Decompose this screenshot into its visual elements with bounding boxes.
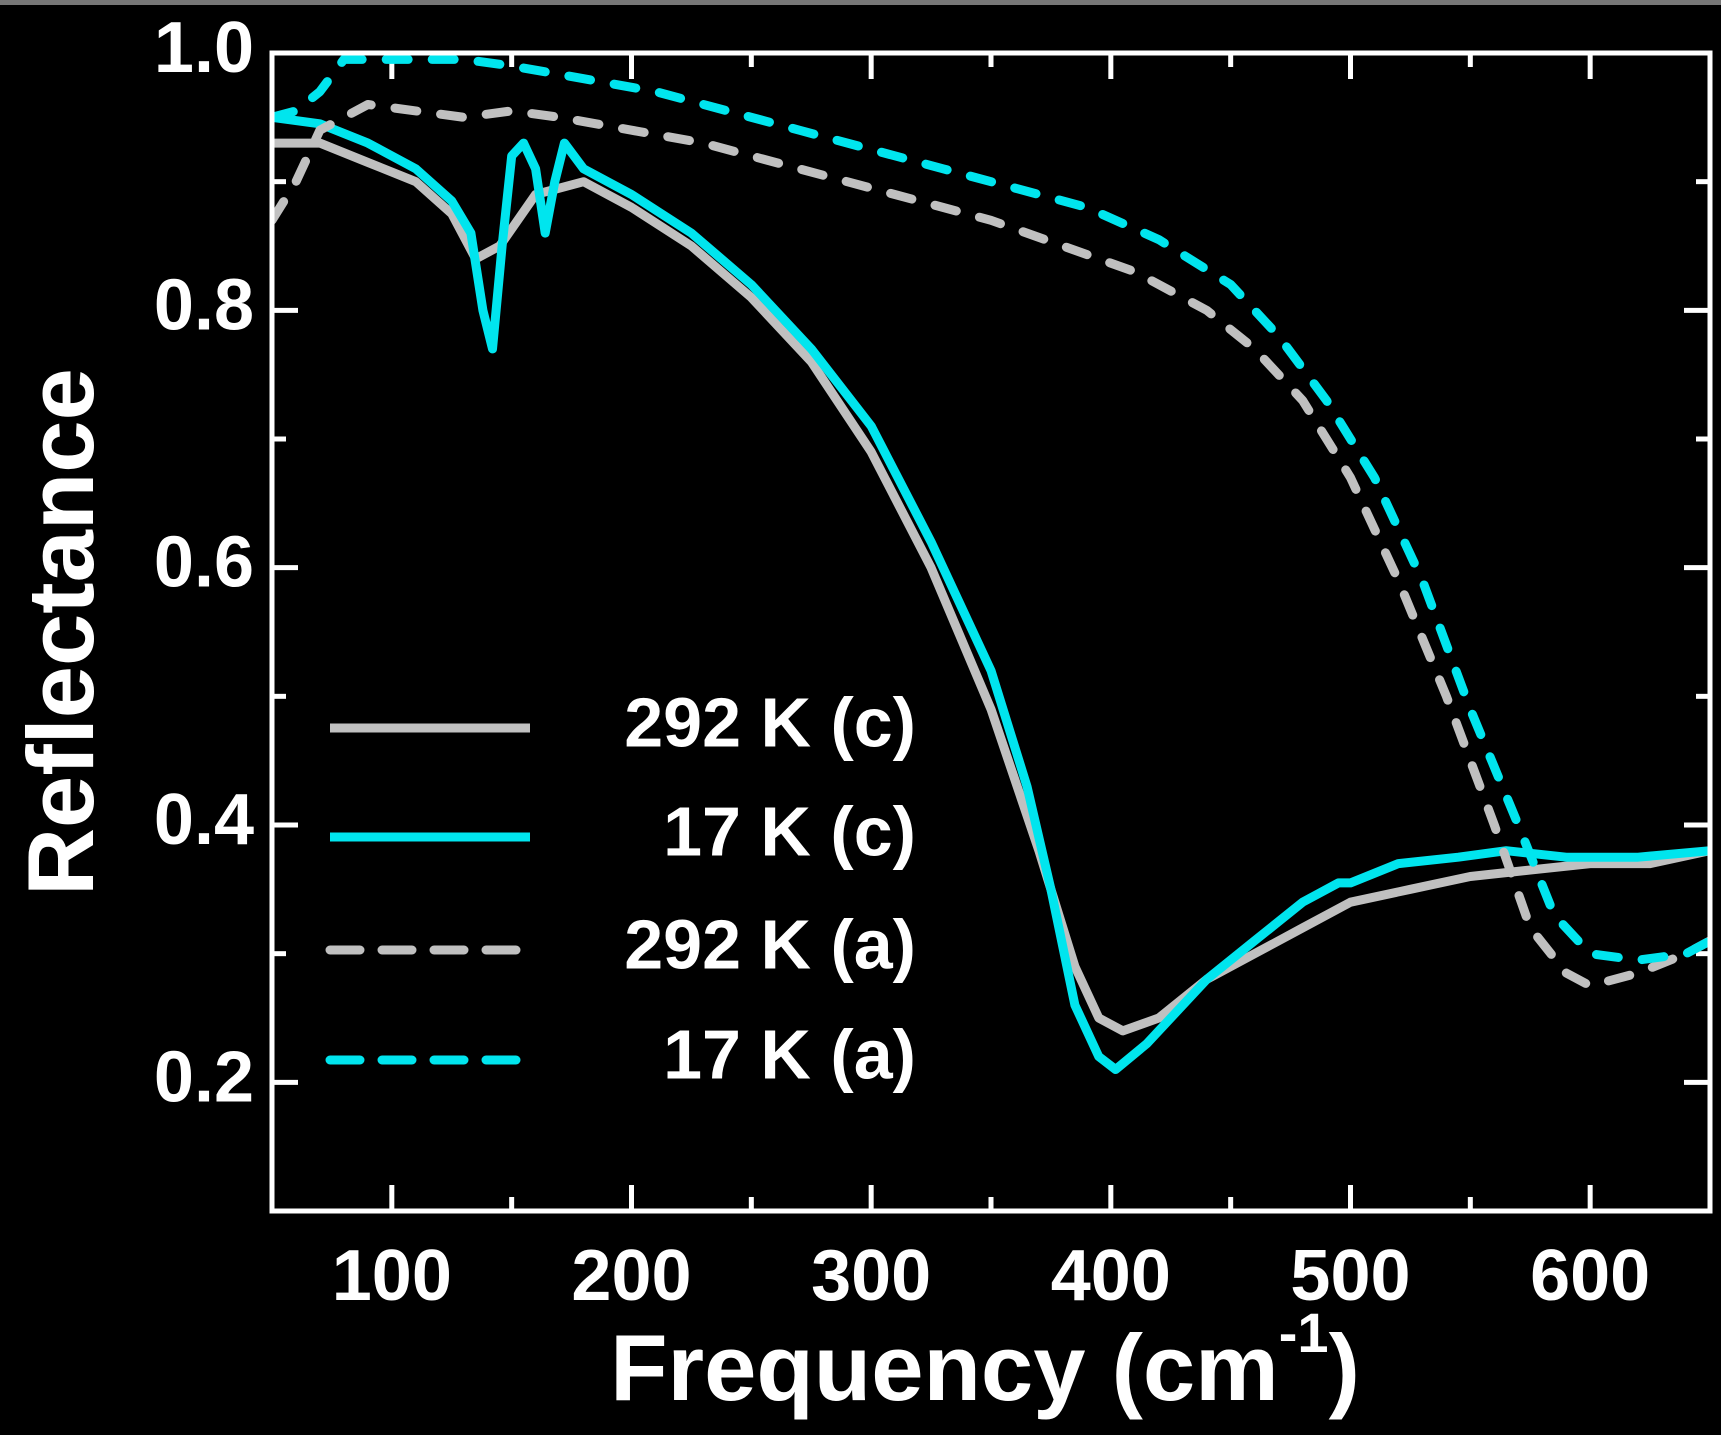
legend-label: 292 K (a) (624, 905, 916, 983)
x-axis-label-tail: ) (1329, 1315, 1360, 1420)
x-tick-label: 100 (332, 1236, 452, 1316)
legend-label: 292 K (c) (624, 683, 916, 761)
y-tick-label: 0.6 (154, 523, 254, 603)
series-line (272, 54, 1710, 965)
x-tick-label: 600 (1530, 1236, 1650, 1316)
y-tick-label: 1.0 (154, 8, 254, 88)
plot-frame (269, 50, 1713, 1214)
x-tick-label: 400 (1051, 1236, 1171, 1316)
series-line (272, 100, 1710, 991)
y-tick-label: 0.4 (154, 780, 254, 860)
y-tick-label: 0.2 (154, 1037, 254, 1117)
x-tick-label: 200 (571, 1236, 691, 1316)
x-tick-label: 300 (811, 1236, 931, 1316)
x-axis-label-sup: -1 (1279, 1301, 1329, 1364)
series-line (272, 138, 1710, 1036)
y-tick-label: 0.8 (154, 265, 254, 345)
legend-label: 17 K (a) (663, 1015, 916, 1093)
x-axis-label: Frequency (cm-1) (610, 1301, 1360, 1420)
x-tick-label: 500 (1290, 1236, 1410, 1316)
x-axis-label-text: Frequency (cm (610, 1315, 1279, 1420)
top-bar (0, 0, 1721, 5)
y-axis-label: Reflectance (8, 368, 113, 896)
series-line (272, 112, 1710, 1074)
legend-label: 17 K (c) (663, 792, 916, 870)
